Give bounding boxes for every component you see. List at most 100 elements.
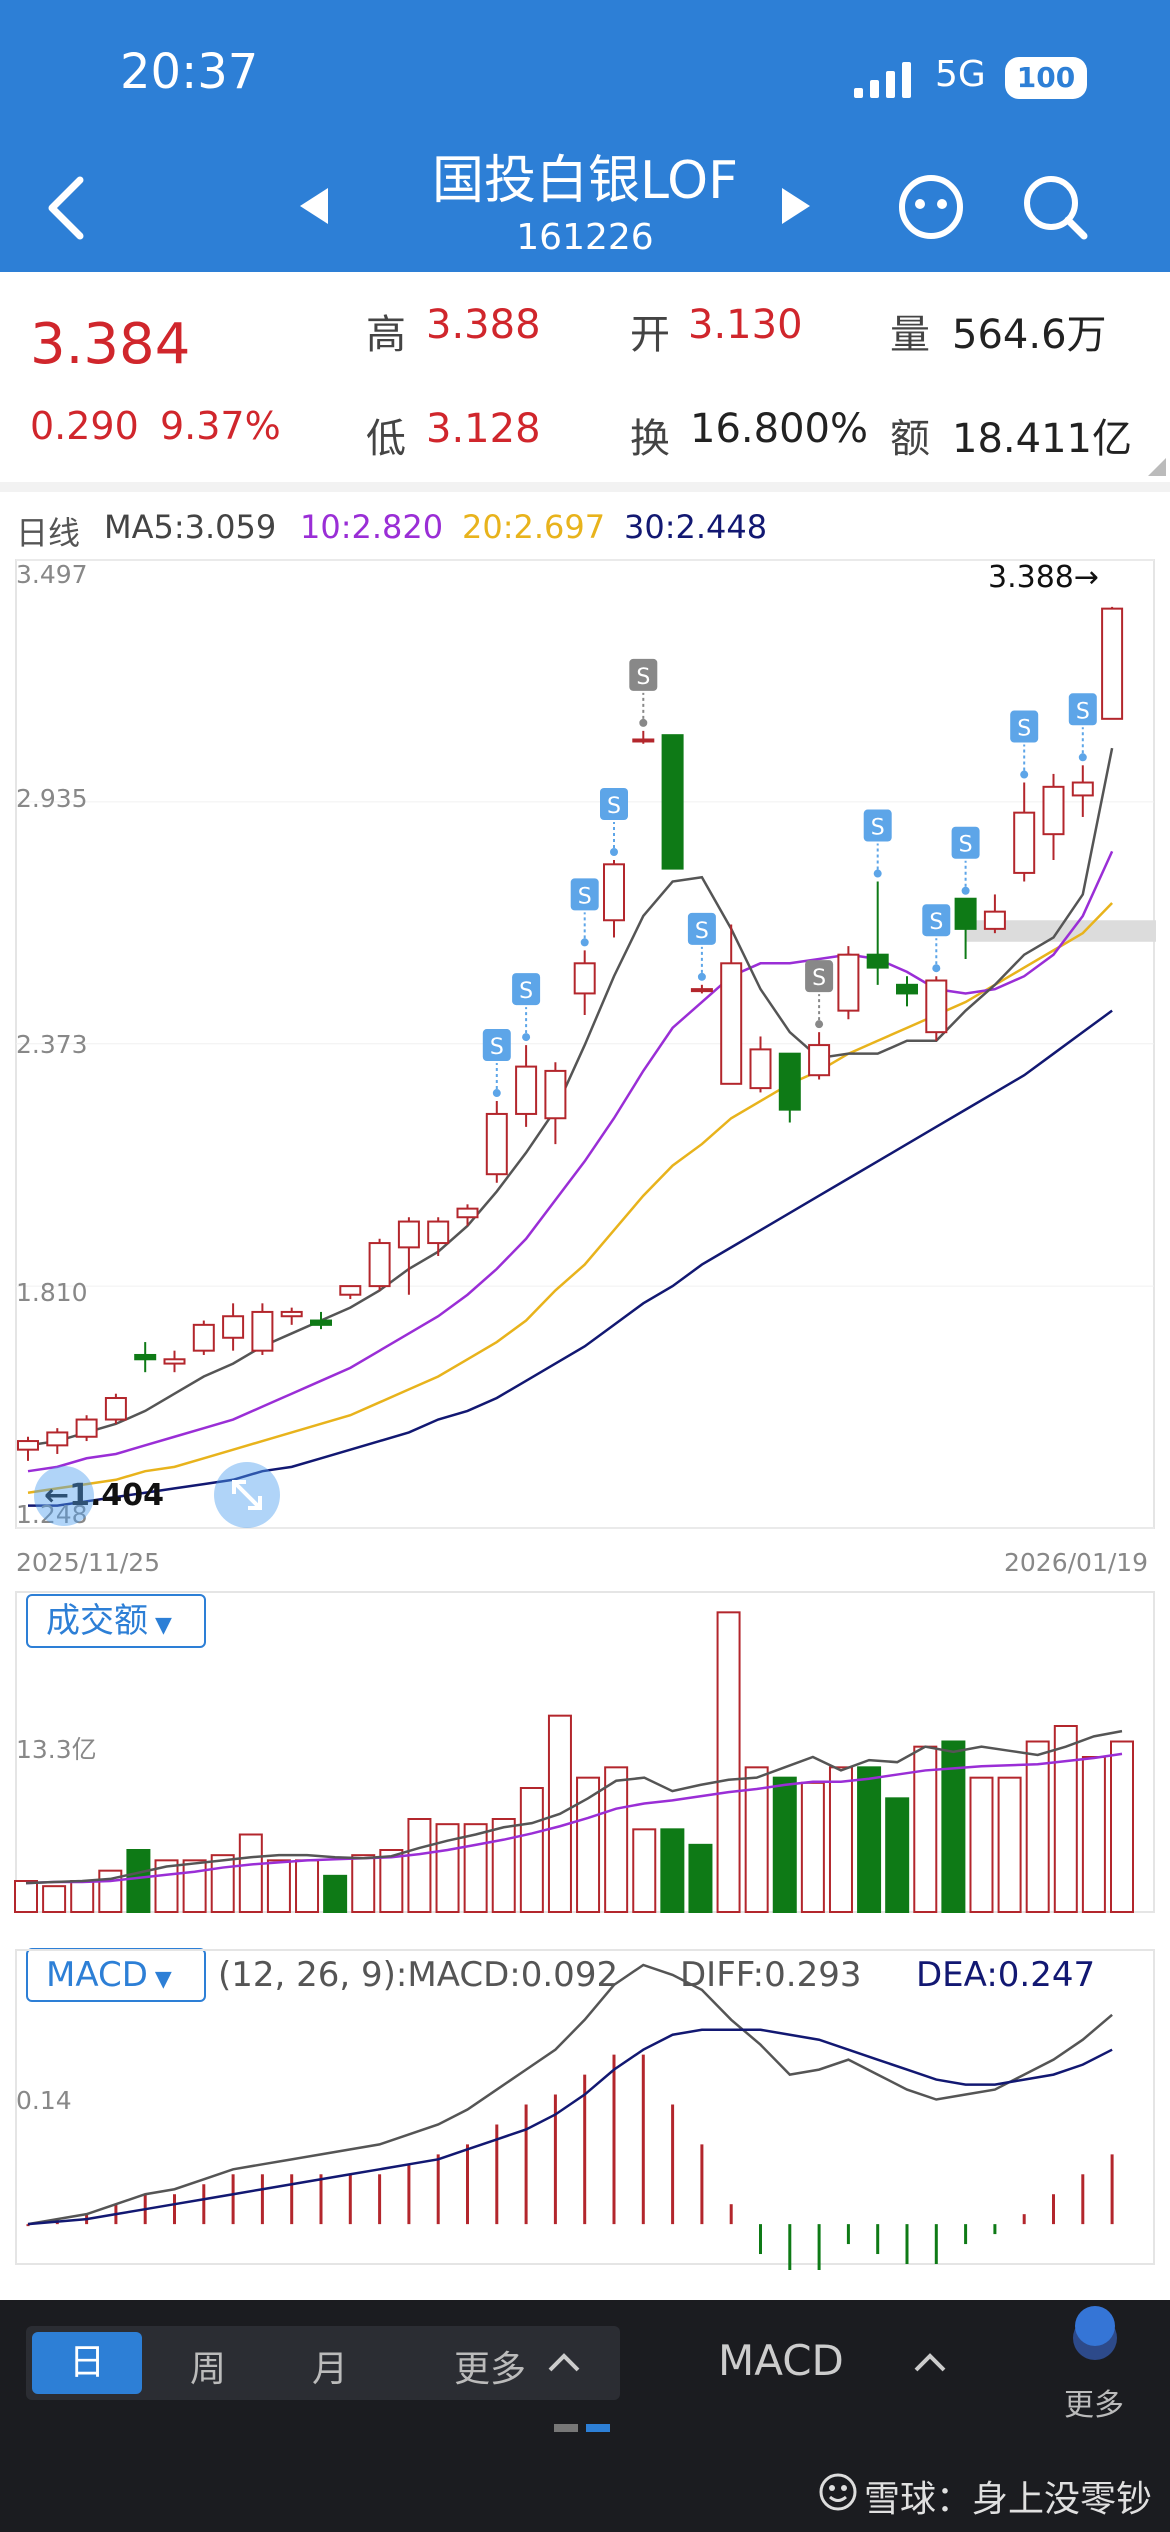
amount-bar	[491, 1818, 516, 1913]
candle	[896, 983, 918, 995]
candle	[192, 1323, 215, 1352]
candle	[983, 910, 1006, 930]
macd-params: (12, 26, 9):MACD:0.092	[218, 1955, 619, 1995]
fullscreen-icon[interactable]	[214, 1462, 280, 1528]
candle	[808, 1044, 831, 1077]
candle	[515, 1065, 538, 1115]
macd-selector-label: MACD	[46, 1955, 148, 1995]
candle	[46, 1431, 69, 1447]
quote-divider	[0, 482, 1170, 492]
candle	[778, 1052, 801, 1111]
stock-code: 161226	[516, 217, 654, 258]
signal-badge-label: S	[1076, 699, 1090, 724]
signal-badge-icon	[805, 960, 834, 993]
macd-chart[interactable]	[0, 1940, 1170, 2270]
low-label: 低	[366, 416, 406, 462]
signal-dot	[961, 886, 970, 895]
dropdown-icon: ▼	[147, 1967, 172, 1992]
macd-diff: DIFF:0.293	[680, 1955, 862, 1995]
amount-bar	[828, 1766, 853, 1913]
ma5-line	[27, 747, 1114, 1447]
candle	[251, 1310, 274, 1352]
ma30-line	[28, 1009, 1113, 1507]
candle	[17, 1440, 39, 1451]
candle	[866, 953, 889, 969]
volume-label: 量	[890, 312, 930, 358]
date-start: 2025/11/25	[16, 1548, 161, 1577]
candle	[544, 1069, 567, 1120]
volume-selector-label: 成交额	[46, 1601, 148, 1641]
signal-badge-icon	[512, 973, 541, 1006]
candle	[1101, 607, 1124, 720]
chat-icon[interactable]	[898, 174, 964, 240]
tab-more[interactable]: 更多	[454, 2349, 527, 2390]
more-icon[interactable]	[1072, 2304, 1118, 2364]
candle	[163, 1358, 186, 1365]
stock-title: 国投白银LOF	[432, 151, 738, 211]
expand-corner-icon[interactable]	[1148, 458, 1166, 476]
dropdown-icon: ▼	[148, 1613, 172, 1638]
signal-badge-icon	[1068, 693, 1097, 726]
more-label[interactable]: 更多	[1064, 2388, 1124, 2423]
signal-dot	[697, 972, 706, 981]
candle	[485, 1112, 508, 1176]
amount-bar	[210, 1854, 235, 1913]
signal-dot	[873, 869, 882, 878]
watermark: 雪球：身上没零钞	[864, 2479, 1153, 2520]
signal-badge-label: S	[871, 816, 885, 841]
y-tick: 1.810	[16, 1278, 88, 1307]
signal-badge-label: S	[636, 665, 650, 690]
amount-label: 额	[890, 416, 930, 462]
amount-bar	[941, 1740, 966, 1913]
high-marker: 3.388→	[988, 560, 1100, 595]
candle	[456, 1207, 479, 1219]
ma10-line	[27, 850, 1114, 1473]
prev-stock-icon[interactable]	[296, 186, 332, 226]
price-change: 0.290	[30, 404, 139, 448]
candle	[1071, 781, 1094, 797]
signal-dot	[932, 964, 941, 973]
indicator-selector[interactable]: MACD	[718, 2336, 844, 2385]
tab-day[interactable]: 日	[32, 2332, 142, 2394]
volume-selector[interactable]: 成交额 ▼	[26, 1594, 206, 1648]
dea-line	[27, 2028, 1113, 2226]
candlestick-chart[interactable]: S S S S S S S S S S S S	[0, 548, 1170, 1548]
date-end: 2026/01/19	[1004, 1548, 1149, 1577]
network-label: 5G	[935, 54, 986, 95]
chevron-up-icon[interactable]	[912, 2346, 948, 2376]
amount-bar	[632, 1828, 657, 1913]
candle	[75, 1418, 98, 1438]
candle	[310, 1319, 332, 1326]
signal-badge-icon	[629, 658, 658, 691]
signal-dot	[1078, 753, 1087, 762]
amount-bar	[407, 1818, 432, 1913]
amount-bar	[772, 1776, 797, 1913]
candle	[603, 863, 625, 922]
tab-week[interactable]: 周	[190, 2349, 227, 2390]
signal-badge-label: S	[959, 833, 973, 858]
amount-bar	[519, 1787, 544, 1913]
amount-value: 18.411亿	[952, 416, 1132, 462]
candle	[925, 979, 948, 1034]
signal-dot	[639, 718, 648, 727]
amount-bar	[1053, 1725, 1078, 1913]
back-icon[interactable]	[42, 176, 92, 240]
next-stock-icon[interactable]	[778, 186, 814, 226]
ma20-legend: 20:2.697	[462, 508, 606, 546]
amount-bar	[435, 1823, 460, 1914]
tab-month[interactable]: 月	[312, 2349, 349, 2390]
collapse-handle-icon[interactable]	[34, 1466, 94, 1526]
low-value: 3.128	[426, 406, 541, 452]
amount-bar	[604, 1766, 629, 1913]
ma10-legend: 10:2.820	[300, 508, 444, 546]
amount-bar	[351, 1854, 376, 1913]
amount-ma5-line	[25, 1729, 1123, 1885]
search-icon[interactable]	[1022, 174, 1088, 240]
signal-badge-label: S	[695, 919, 709, 944]
low-marker: ←1.404	[44, 1478, 165, 1513]
amount-chart[interactable]	[0, 1580, 1170, 1920]
page-indicator	[554, 2424, 614, 2432]
chevron-up-icon[interactable]	[546, 2346, 582, 2376]
high-label: 高	[366, 312, 406, 358]
turnover-label: 换	[630, 416, 670, 462]
